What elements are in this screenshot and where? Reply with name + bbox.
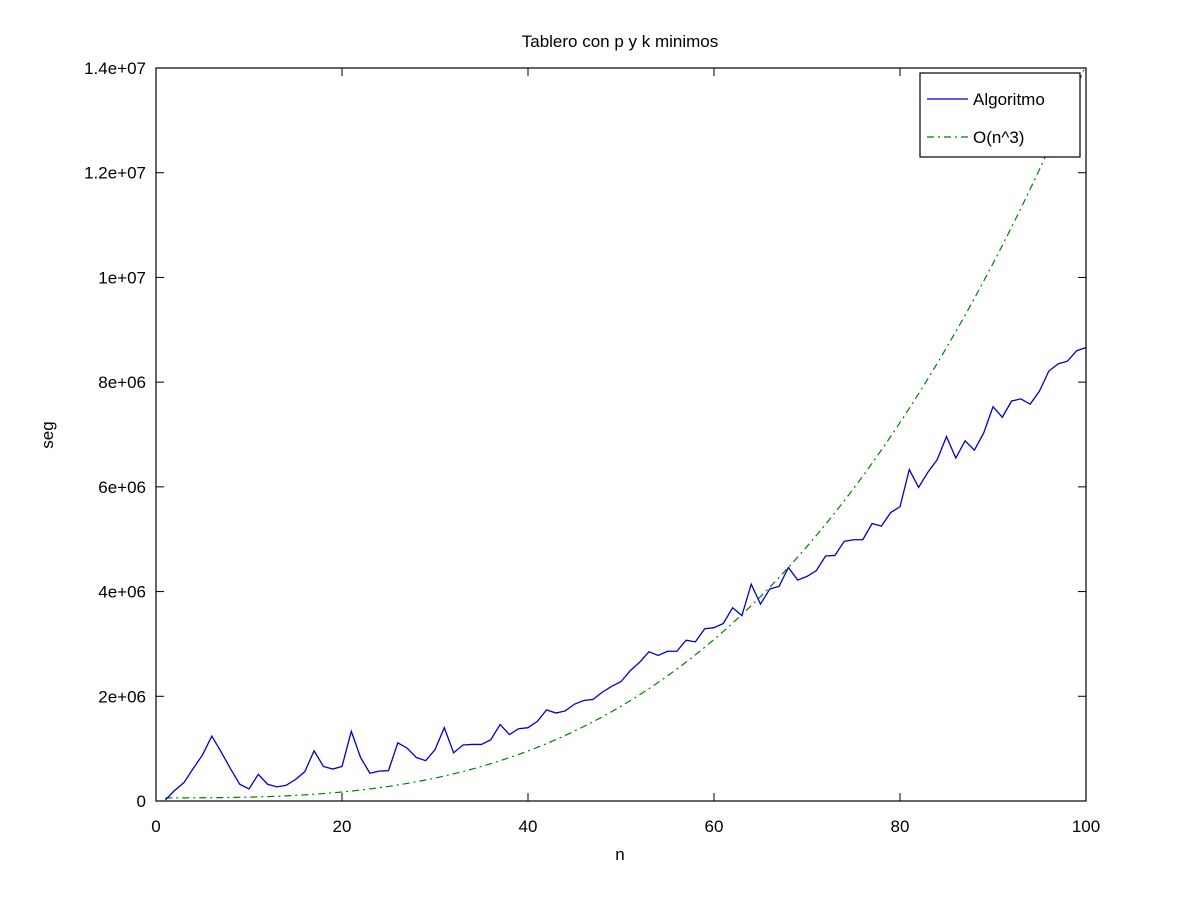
y-axis-label: seg bbox=[38, 421, 57, 448]
legend-label-algoritmo: Algoritmo bbox=[973, 90, 1045, 109]
y-tick-label: 1.2e+07 bbox=[84, 164, 146, 183]
series-line-algoritmo bbox=[164, 346, 1086, 801]
plot-frame bbox=[155, 67, 1087, 802]
x-tick-label: 0 bbox=[151, 817, 160, 836]
y-tick-label: 1.4e+07 bbox=[84, 59, 146, 78]
y-tick-label: 4e+06 bbox=[98, 583, 146, 602]
x-tick-label: 20 bbox=[333, 817, 352, 836]
x-tick-label: 80 bbox=[891, 817, 910, 836]
legend: Algoritmo O(n^3) bbox=[919, 72, 1081, 158]
y-tick-label: 2e+06 bbox=[98, 687, 146, 706]
y-tick-label: 1e+07 bbox=[98, 268, 146, 287]
legend-label-o-n-cubed: O(n^3) bbox=[973, 128, 1024, 147]
x-tick-label: 60 bbox=[705, 817, 724, 836]
y-tick-label: 6e+06 bbox=[98, 478, 146, 497]
x-axis-label: n bbox=[615, 845, 624, 864]
series-line-o-n-cubed bbox=[165, 68, 1086, 799]
series-layer bbox=[164, 68, 1086, 801]
y-tick-label: 0 bbox=[137, 792, 146, 811]
chart-title: Tablero con p y k minimos bbox=[522, 32, 719, 51]
x-tick-label: 40 bbox=[519, 817, 538, 836]
ticks-layer: 0 20 40 60 80 100 0 2e+06 4e+06 6e+06 8e+06 1e+07 1.… bbox=[84, 59, 1100, 836]
y-tick-label: 8e+06 bbox=[98, 373, 146, 392]
legend-box bbox=[919, 72, 1081, 158]
x-tick-label: 100 bbox=[1072, 817, 1100, 836]
